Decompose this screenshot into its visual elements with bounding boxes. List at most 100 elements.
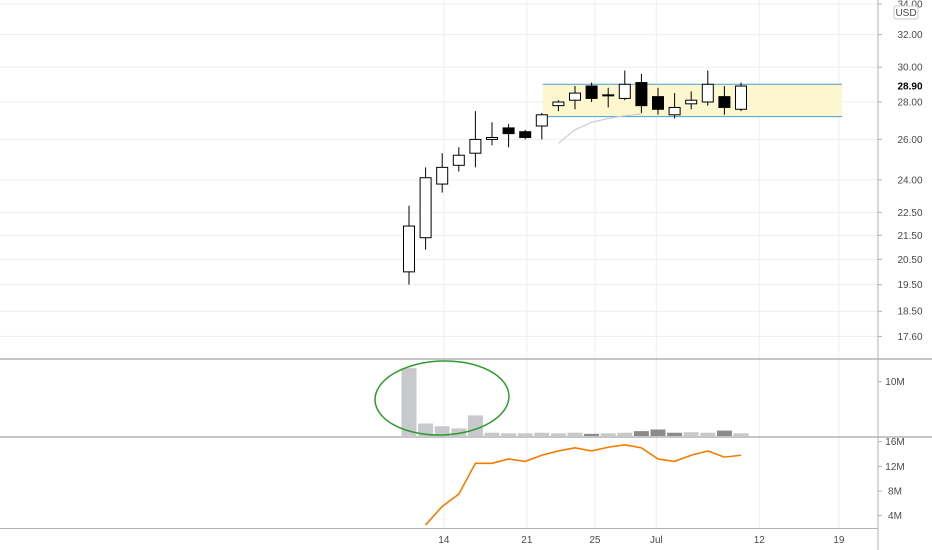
volume-bar [683,432,699,436]
candle-up [452,147,465,172]
time-tick-label: Jul [650,535,663,546]
candle-up [618,70,631,101]
time-tick-label: 25 [589,535,601,546]
candle-up [403,205,415,285]
volume-tick-label: 10M [885,377,904,388]
volume-bar [501,433,517,436]
current-price-label: 28.90 [897,82,922,93]
indicator-axis-ticks: 16M 12M 8M 4M [878,437,905,522]
price-tick-label: 19.50 [897,280,922,291]
candle-up [436,153,449,193]
price-tick-label: 34.00 [897,0,922,11]
candle-down [502,124,515,148]
candle-up [469,111,482,168]
time-tick-label: 12 [754,535,766,546]
indicator-tick-label: 4M [888,511,902,522]
candle-body [701,83,714,103]
candle-body [419,177,432,239]
volume-bar [667,432,683,436]
candle-body [735,85,747,110]
indicator-tick-label: 12M [885,462,904,473]
volume-bar [484,432,500,436]
candle-up [535,112,548,140]
time-tick-label: 19 [833,535,845,546]
candle-down [585,82,598,103]
volume-bar [467,415,483,436]
candle-up [486,122,498,146]
candle-up [602,87,615,108]
price-axis-ticks: 34.00 32.00 30.00 28.00 26.00 24.00 22.50 21.50… [878,0,923,343]
candle-body [635,82,648,107]
time-axis-ticks: 14 21 25 Jul 12 19 [438,535,845,546]
grid-lines [0,0,878,528]
candle-body [569,92,581,101]
candle-up [552,100,565,112]
price-tick-label: 20.50 [897,255,922,266]
indicator-tick-label: 16M [885,437,904,448]
pane-separators [0,358,932,529]
volume-axis-ticks: 10M [878,377,905,388]
indicator-tick-label: 8M [888,487,902,498]
candle-body [403,225,415,273]
price-tick-label: 21.50 [897,231,922,242]
candle-body [552,101,565,107]
candle-down [519,129,532,140]
candle-up [735,82,747,112]
candle-down [635,73,648,113]
candle-body [519,131,532,138]
volume-spike-circle-annotation [374,360,510,436]
candle-body [502,127,515,135]
candle-body [452,154,465,166]
volume-bar [434,426,450,436]
candle-up [569,86,581,110]
price-tick-label: 17.60 [897,332,922,343]
price-tick-label: 26.00 [897,135,922,146]
time-tick-label: 21 [521,535,533,546]
price-tick-label: 18.50 [897,307,922,318]
candle-body [652,96,664,110]
volume-bar [733,433,749,436]
candle-down [652,87,664,115]
volume-bar [716,430,732,436]
volume-bar [401,368,417,436]
candle-up [685,91,698,110]
time-tick-label: 14 [438,535,450,546]
candle-body [535,114,548,127]
candle-body [668,106,681,116]
volume-bar [584,433,600,436]
currency-button[interactable]: USD [893,5,919,20]
candle-body [436,166,449,185]
candle-down [718,86,731,115]
candle-body [585,85,598,99]
candle-body [718,96,731,108]
volume-bar [418,423,434,436]
candle-body [486,136,498,140]
candle-body [469,138,482,154]
volume-bar [633,431,649,436]
candle-body [685,99,698,105]
moving-average-line [558,113,642,144]
price-tick-label: 28.00 [897,98,922,109]
volume-bar [700,432,716,436]
volume-bar [550,433,566,436]
candle-up [668,93,681,119]
candle-up [419,167,432,250]
volume-bars [401,368,749,436]
indicator-line [425,443,742,526]
volume-bar [650,429,666,436]
price-tick-label: 32.00 [897,30,922,41]
current-price-tag: 28.90 [880,79,932,94]
price-tick-label: 22.50 [897,208,922,219]
volume-bar [451,428,467,436]
candles [403,70,747,285]
volume-bar [567,432,583,436]
candle-body [618,83,631,99]
volume-bar [617,432,633,436]
candle-up [701,70,714,106]
volume-bar [600,433,616,436]
volume-bar [517,433,533,436]
candle-body [602,94,615,97]
price-tick-label: 24.00 [897,175,922,186]
volume-bar [534,432,550,436]
